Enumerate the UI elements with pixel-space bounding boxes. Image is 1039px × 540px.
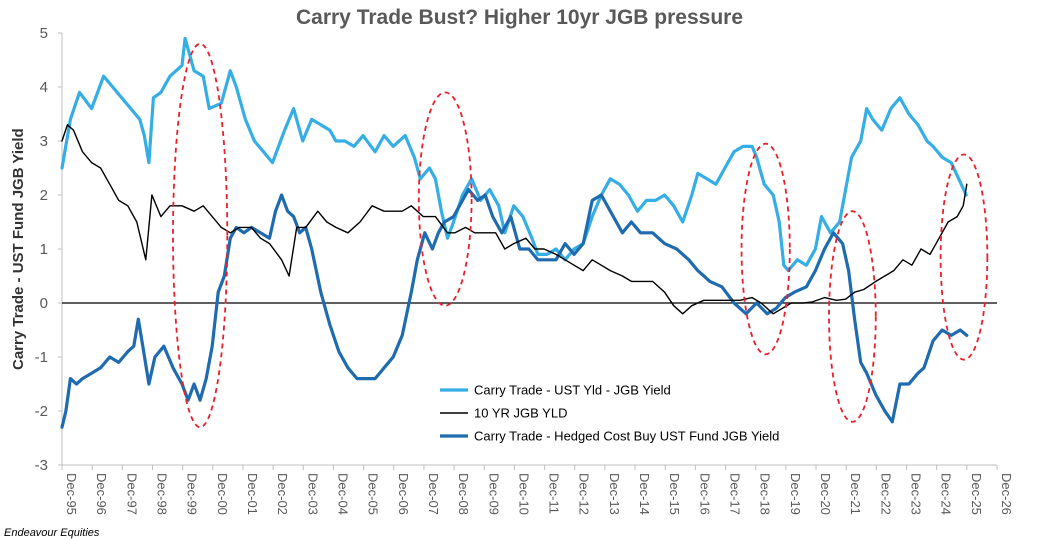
source-label: Endeavour Equities — [4, 527, 100, 539]
series-line — [60, 188, 969, 429]
legend-label: 10 YR JGB YLD — [474, 406, 567, 421]
x-tick-label: Dec-24 — [939, 473, 954, 515]
x-tick-label: Dec-16 — [697, 473, 712, 515]
x-tick-label: Dec-06 — [396, 473, 411, 515]
x-tick-label: Dec-99 — [185, 473, 200, 515]
x-tick-label: Dec-07 — [426, 473, 441, 515]
annotation-ellipse — [828, 210, 877, 423]
x-tick-label: Dec-00 — [215, 473, 230, 515]
x-tick-label: Dec-04 — [335, 473, 350, 515]
annotation-ellipses — [172, 42, 989, 429]
x-tick-label: Dec-15 — [667, 473, 682, 515]
x-tick-label: Dec-18 — [758, 473, 773, 515]
x-tick-label: Dec-01 — [245, 473, 260, 515]
annotation-ellipse — [172, 42, 229, 429]
x-tick-label: Dec-21 — [848, 473, 863, 515]
series-line — [60, 36, 968, 273]
legend: Carry Trade - UST Yld - JGB Yield 10 YR J… — [440, 383, 779, 444]
x-tick-label: Dec-09 — [486, 473, 501, 515]
x-tick-label: Dec-20 — [818, 473, 833, 515]
x-tick-label: Dec-11 — [547, 473, 562, 514]
x-tick-label: Dec-97 — [124, 473, 139, 515]
x-tick-label: Dec-14 — [637, 473, 652, 515]
y-tick-label: -3 — [35, 457, 48, 474]
annotation-ellipse — [417, 91, 473, 307]
annotation-ellipse — [740, 142, 791, 356]
y-tick-label: 2 — [40, 187, 48, 204]
x-tick-label: Dec-08 — [456, 473, 471, 515]
y-tick-label: 1 — [40, 241, 48, 258]
x-tick-label: Dec-17 — [728, 473, 743, 515]
x-tick-label: Dec-25 — [969, 473, 984, 515]
y-tick-label: -1 — [35, 349, 48, 366]
x-tick-label: Dec-02 — [275, 473, 290, 515]
legend-label: Carry Trade - UST Yld - JGB Yield — [474, 383, 671, 398]
y-tick-label: 5 — [40, 25, 48, 42]
legend-label: Carry Trade - Hedged Cost Buy UST Fund J… — [474, 429, 779, 444]
y-tick-label: 0 — [40, 295, 48, 312]
chart-title: Carry Trade Bust? Higher 10yr JGB pressu… — [295, 6, 743, 29]
x-tick-label: Dec-10 — [516, 473, 531, 515]
y-tick-label: -2 — [35, 403, 48, 420]
y-tick-label: 4 — [40, 79, 48, 96]
x-tick-label: Dec-05 — [366, 473, 381, 515]
x-tick-label: Dec-03 — [305, 473, 320, 515]
annotation-ellipse — [939, 153, 989, 361]
x-tick-label: Dec-12 — [577, 473, 592, 515]
x-tick-label: Dec-23 — [909, 473, 924, 515]
x-tick-label: Dec-22 — [878, 473, 893, 515]
series-lines — [60, 36, 969, 429]
x-tick-label: Dec-98 — [154, 473, 169, 515]
y-tick-label: 3 — [40, 133, 48, 150]
x-tick-label: Dec-95 — [64, 473, 79, 515]
series-line — [61, 124, 968, 315]
x-tick-label: Dec-96 — [94, 473, 109, 515]
x-tick-label: Dec-26 — [999, 473, 1014, 515]
x-tick-label: Dec-13 — [607, 473, 622, 515]
x-tick-label: Dec-19 — [788, 473, 803, 515]
